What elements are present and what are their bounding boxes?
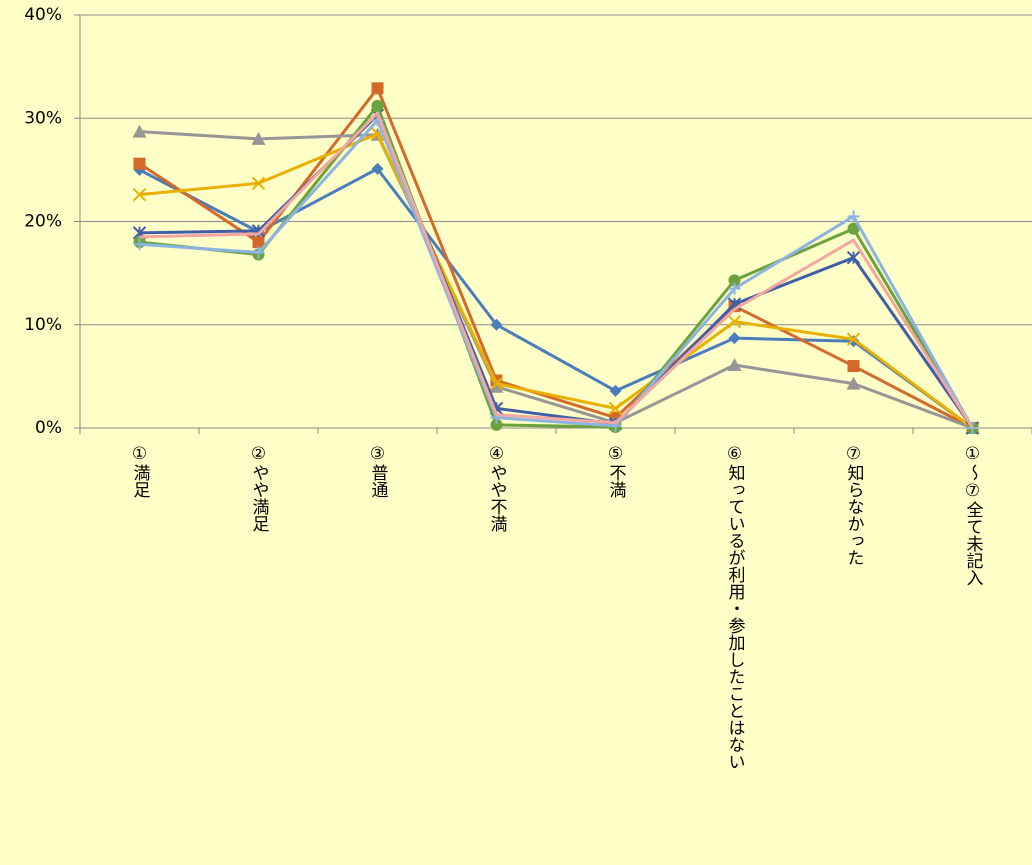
marker [371, 99, 384, 112]
marker [252, 236, 265, 249]
marker [251, 131, 266, 145]
marker [251, 176, 266, 191]
x-tick-label: ①満足 [130, 444, 151, 498]
y-tick-label: 30% [24, 108, 62, 128]
x-tick-label: ⑦知らなかった [844, 444, 865, 566]
series-line [138, 86, 974, 430]
series-line [139, 132, 974, 430]
marker [847, 210, 860, 223]
marker [727, 314, 742, 329]
marker [728, 282, 741, 295]
marker [371, 82, 384, 95]
series [139, 111, 974, 429]
marker [132, 124, 147, 138]
marker [728, 274, 741, 287]
marker [490, 418, 503, 431]
marker [609, 384, 622, 397]
marker [846, 250, 861, 265]
series-line [139, 113, 974, 429]
marker [489, 376, 504, 391]
x-tick-label: ④やや不満 [487, 444, 508, 533]
marker [371, 162, 384, 175]
marker [608, 401, 623, 416]
marker [133, 238, 146, 251]
marker [133, 157, 146, 170]
marker [132, 187, 147, 202]
series-line [138, 167, 974, 430]
series-line [139, 130, 974, 430]
marker [846, 332, 861, 346]
x-tick-label: ①～⑦全て未記入 [963, 444, 984, 586]
y-tick-label: 40% [24, 5, 62, 25]
series-line [139, 111, 974, 429]
y-tick-label: 20% [24, 212, 62, 232]
x-tick-label: ⑥知っているが利用・参加したことはない [725, 444, 746, 770]
y-tick-label: 10% [24, 315, 62, 335]
x-tick-label: ②やや満足 [249, 444, 270, 532]
marker [490, 318, 503, 331]
x-tick-label: ⑤不満 [606, 444, 627, 499]
marker [489, 379, 504, 393]
marker [847, 222, 860, 235]
marker [728, 332, 741, 345]
marker [847, 360, 860, 373]
marker [252, 246, 265, 259]
marker [846, 376, 861, 390]
marker [727, 358, 742, 372]
y-tick-label: 0% [35, 418, 62, 438]
x-tick-label: ③普通 [368, 444, 389, 498]
series-line [139, 118, 974, 429]
